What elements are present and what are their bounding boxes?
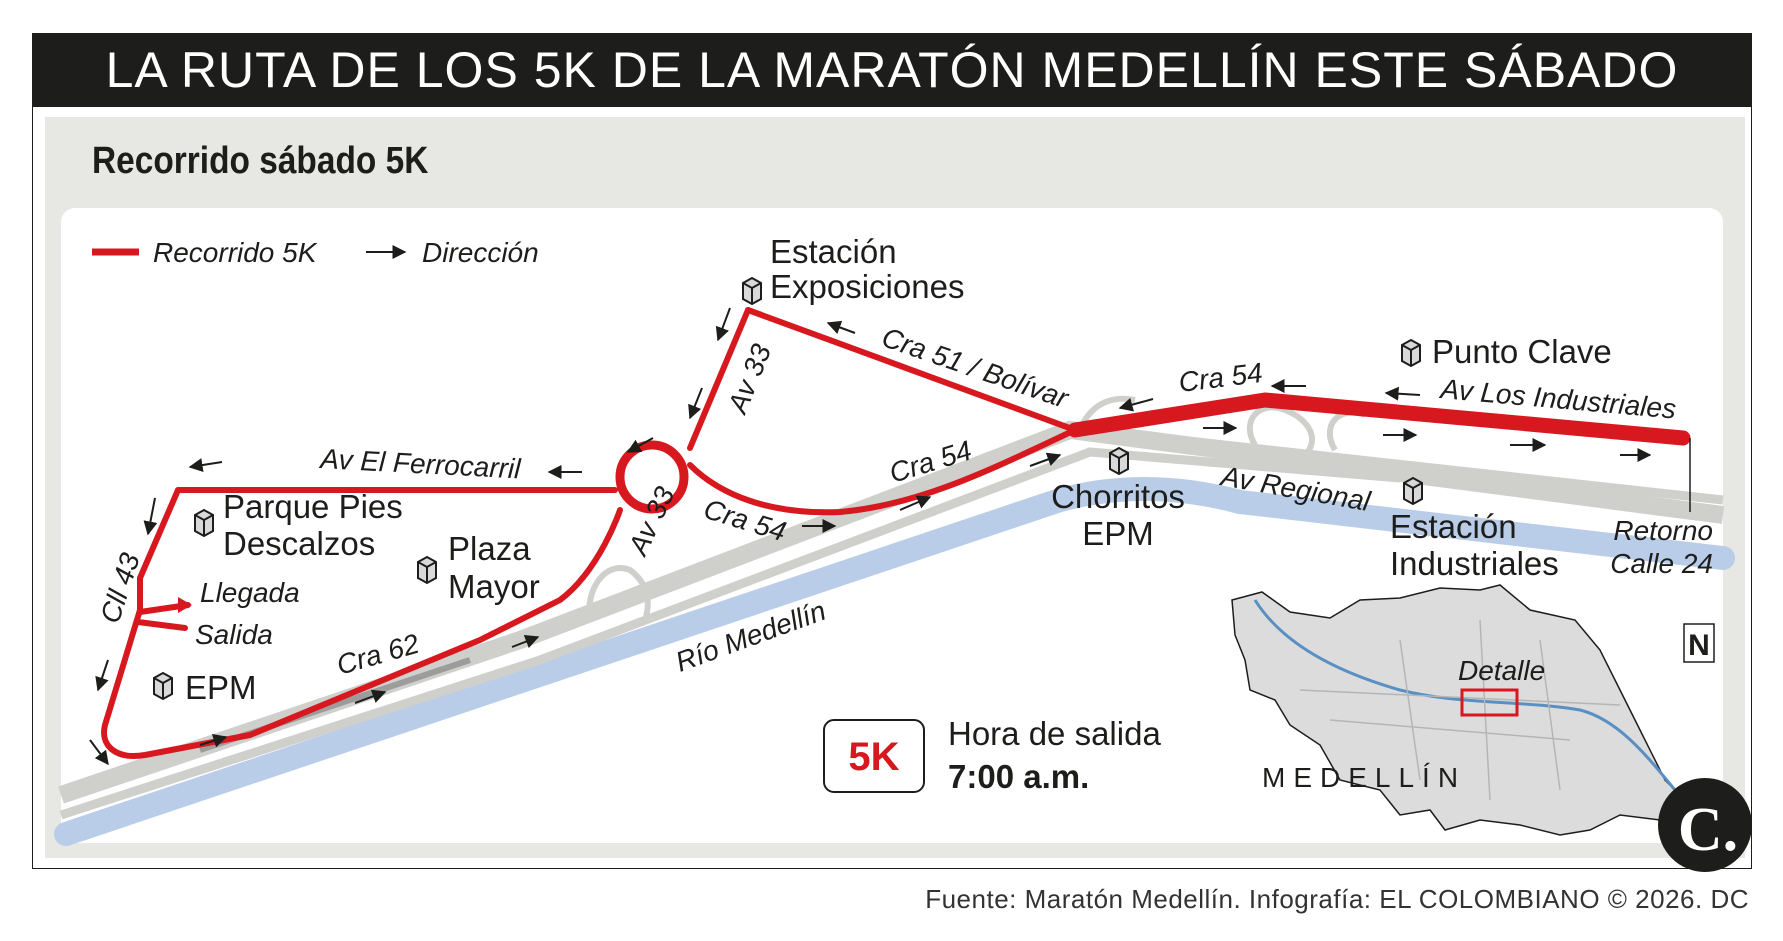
place-estacion-exposiciones-2: Exposiciones <box>770 268 964 305</box>
map-subtitle: Recorrido sábado 5K <box>92 140 429 182</box>
llegada-arrow-icon <box>178 597 192 613</box>
logo-letter: C. <box>1678 796 1738 864</box>
place-retorno-1: Retorno <box>1613 515 1713 546</box>
title-bar: LA RUTA DE LOS 5K DE LA MARATÓN MEDELLÍN… <box>32 33 1752 107</box>
place-estacion-industriales-2: Industriales <box>1390 545 1559 582</box>
legend-direction-label: Dirección <box>422 237 539 268</box>
source-credit: Fuente: Maratón Medellín. Infografía: EL… <box>925 884 1749 914</box>
info-badge-text: 5K <box>848 735 899 779</box>
info-time: 7:00 a.m. <box>948 758 1089 795</box>
info-badge <box>823 719 925 793</box>
place-punto-clave: Punto Clave <box>1432 333 1612 370</box>
place-chorritos-epm-1: Chorritos <box>1051 478 1185 515</box>
route-5k <box>101 307 1691 759</box>
place-estacion-exposiciones-1: Estación <box>770 233 897 270</box>
place-retorno-2: Calle 24 <box>1610 548 1713 579</box>
place-plaza-mayor-1: Plaza <box>448 530 531 567</box>
north-box <box>1683 623 1715 663</box>
inset-detalle-label: Detalle <box>1458 655 1545 686</box>
inset-detail-box <box>1460 688 1519 717</box>
place-plaza-mayor-2: Mayor <box>448 568 540 605</box>
rio-medellin-river <box>54 477 1735 846</box>
building-icon <box>153 672 173 700</box>
building-icon <box>417 556 437 584</box>
info-label: Hora de salida <box>948 715 1161 752</box>
building-icon <box>194 509 214 537</box>
legend-route-label: Recorrido 5K <box>153 237 318 268</box>
building-icon <box>742 277 762 305</box>
page-title: LA RUTA DE LOS 5K DE LA MARATÓN MEDELLÍN… <box>105 42 1679 98</box>
marker-llegada: Llegada <box>200 577 300 608</box>
north-icon: N <box>1688 629 1710 662</box>
place-parque-pies-descalzos-2: Descalzos <box>223 525 375 562</box>
place-parque-pies-descalzos-1: Parque Pies <box>223 488 403 525</box>
place-epm: EPM <box>185 669 257 706</box>
direction-arrows <box>89 307 1652 766</box>
marker-salida: Salida <box>195 619 273 650</box>
building-icon <box>1401 339 1421 367</box>
inset-city-label: MEDELLÍN <box>1262 762 1466 793</box>
legend: Recorrido 5K Dirección <box>92 237 539 268</box>
building-icon <box>1403 477 1423 505</box>
building-icon <box>1109 447 1129 475</box>
inset-map: Detalle MEDELLÍN N <box>1231 584 1715 836</box>
place-chorritos-epm-2: EPM <box>1082 515 1154 552</box>
el-colombiano-logo-icon <box>1658 778 1752 872</box>
place-estacion-industriales-1: Estación <box>1390 508 1517 545</box>
